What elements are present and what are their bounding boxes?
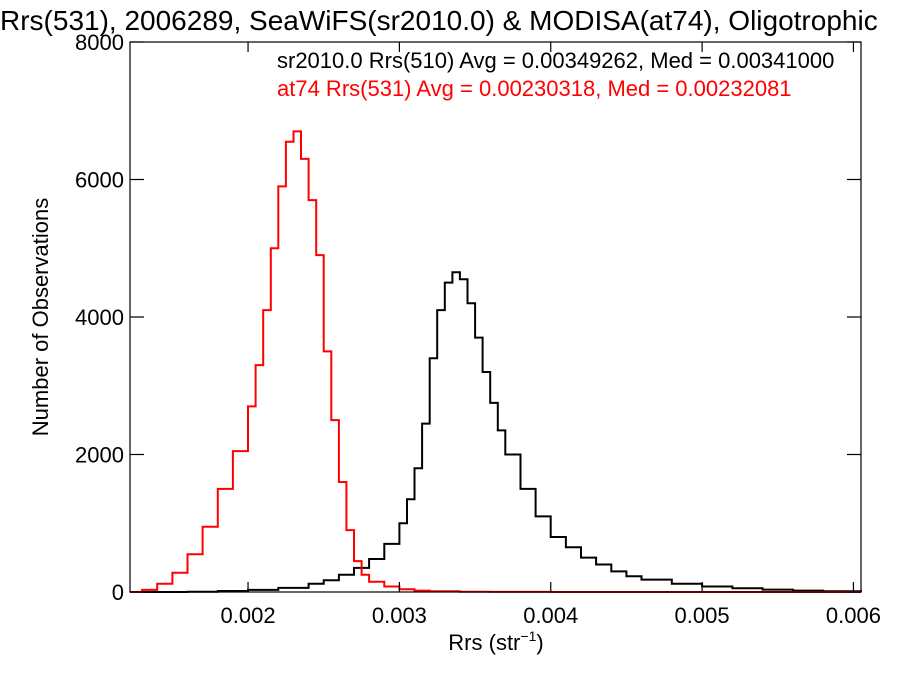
- x-axis-label-superscript: −1: [520, 628, 536, 644]
- x-tick-label-3: 0.005: [675, 603, 730, 628]
- y-tick-label-2: 4000: [75, 305, 124, 330]
- x-tick-label-4: 0.006: [826, 603, 881, 628]
- series-line-1: [130, 130, 861, 593]
- y-tick-label-0: 0: [112, 580, 124, 605]
- chart-title: Rrs(531), 2006289, SeaWiFS(sr2010.0) & M…: [0, 5, 878, 36]
- legend-entry-1: at74 Rrs(531) Avg = 0.00230318, Med = 0.…: [277, 76, 792, 101]
- series-line-0: [130, 271, 862, 593]
- y-tick-label-4: 8000: [75, 30, 124, 55]
- y-axis-label: Number of Observations: [28, 198, 53, 436]
- x-tick-label-0: 0.002: [221, 603, 276, 628]
- x-tick-label-1: 0.003: [372, 603, 427, 628]
- legend: sr2010.0 Rrs(510) Avg = 0.00349262, Med …: [277, 48, 834, 101]
- legend-entry-0: sr2010.0 Rrs(510) Avg = 0.00349262, Med …: [277, 48, 834, 73]
- x-axis-label: Rrs (str−1): [448, 628, 543, 655]
- y-axis-label-group: Number of Observations: [28, 198, 53, 436]
- x-axis-label-main: Rrs (str: [448, 630, 520, 655]
- x-axis-label-close: ): [536, 630, 543, 655]
- y-tick-label-3: 6000: [75, 168, 124, 193]
- tick-layer: 0.002 0.003 0.004 0.005 0.006 0 2000 4000 6000 80…: [75, 30, 881, 628]
- x-tick-label-2: 0.004: [523, 603, 578, 628]
- series-layer: [130, 130, 862, 593]
- plot-frame: [129, 41, 862, 593]
- y-tick-label-1: 2000: [75, 443, 124, 468]
